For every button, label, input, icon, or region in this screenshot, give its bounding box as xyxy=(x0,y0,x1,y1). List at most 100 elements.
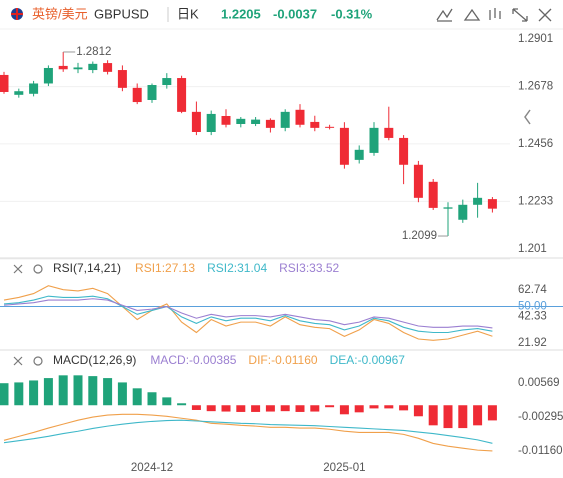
candle-body xyxy=(117,70,127,88)
symbol: GBPUSD xyxy=(94,6,149,21)
indicator-line xyxy=(3,413,493,452)
macd-bar xyxy=(251,405,261,412)
candle-body xyxy=(14,91,24,95)
macd-bar xyxy=(147,392,157,406)
indicator-line xyxy=(3,419,493,444)
macd-bar xyxy=(413,405,423,417)
indicator-line xyxy=(3,285,493,341)
macd-bar xyxy=(399,405,409,411)
candle-body xyxy=(354,149,364,160)
macd-bar xyxy=(458,405,468,429)
candle-body xyxy=(177,78,187,112)
macd-bar xyxy=(473,405,483,426)
candle-body xyxy=(428,181,438,208)
candle-body xyxy=(384,127,394,138)
candle-body xyxy=(221,115,231,125)
candle-body xyxy=(265,119,275,128)
y-tick-label: 1.201 xyxy=(518,243,547,255)
macd-bar xyxy=(43,378,53,406)
legend-entry: RSI1:27.13 xyxy=(135,261,195,275)
candle-body xyxy=(339,127,349,165)
legend-entry: RSI3:33.52 xyxy=(279,261,339,275)
panel-title: MACD(12,26,9) xyxy=(53,353,136,367)
candle-icon[interactable] xyxy=(489,8,501,20)
legend-entry: DEA:-0.00967 xyxy=(330,353,406,367)
candle-body xyxy=(399,137,409,165)
legend-entry: RSI2:31.04 xyxy=(207,261,267,275)
y-tick-label: 62.74 xyxy=(518,284,547,296)
candle-body xyxy=(443,207,453,209)
macd-bar xyxy=(443,405,453,429)
macd-bar xyxy=(295,405,305,412)
draw-icon[interactable] xyxy=(436,8,453,22)
macd-bar xyxy=(310,405,320,412)
rsi-settings-icon[interactable] xyxy=(33,264,43,274)
indicator-line xyxy=(3,295,493,334)
macd-bar xyxy=(354,405,364,413)
y-tick-label: 42.33 xyxy=(518,311,547,323)
macd-bar xyxy=(14,382,24,406)
candle-body xyxy=(132,87,142,103)
candle-body xyxy=(487,199,497,209)
candle-body xyxy=(310,121,320,128)
y-tick-label: -0.01160 xyxy=(518,445,563,457)
candle-body xyxy=(473,197,483,205)
panel-title: RSI(7,14,21) xyxy=(53,261,121,275)
macd-bar xyxy=(280,405,290,412)
candle-body xyxy=(162,78,172,86)
header: 英镑/美元 GBPUSD 日K 1.2205 -0.0037 -0.31% xyxy=(11,6,552,22)
candle-body xyxy=(458,204,468,220)
candle-body xyxy=(325,126,335,128)
y-tick-label: 1.2233 xyxy=(518,195,553,207)
x-tick-label: 2024-12 xyxy=(131,462,173,474)
indicator-line xyxy=(3,298,493,329)
candle-body xyxy=(147,85,157,100)
macd-bar xyxy=(177,403,187,406)
macd-bar xyxy=(191,405,201,410)
macd-bar xyxy=(117,382,127,406)
legend-entry: MACD:-0.00385 xyxy=(150,353,236,367)
y-tick-label: 50.00 xyxy=(518,301,547,313)
legend-entry: DIF:-0.01160 xyxy=(248,353,317,367)
candle-body xyxy=(103,63,113,72)
candle-body xyxy=(280,111,290,128)
macd-bar xyxy=(325,405,335,408)
high-label: 1.2812 xyxy=(76,46,111,58)
close-icon[interactable] xyxy=(538,8,552,22)
collapse-arrow[interactable] xyxy=(524,109,531,125)
candle-body xyxy=(295,109,305,125)
macd-bar xyxy=(206,405,216,412)
candle-body xyxy=(236,118,246,124)
rsi-close-icon[interactable] xyxy=(13,264,23,274)
y-tick-label: -0.00295 xyxy=(518,411,563,423)
macd-bar xyxy=(88,376,98,406)
macd-bar xyxy=(339,405,349,415)
pair-name: 英镑/美元 xyxy=(32,6,88,21)
macd-bar xyxy=(384,405,394,409)
candle-body xyxy=(206,113,216,132)
candle-body xyxy=(191,111,201,132)
macd-settings-icon[interactable] xyxy=(33,356,43,366)
macd-bar xyxy=(29,380,39,406)
y-tick-label: 21.92 xyxy=(518,337,547,349)
macd-bar xyxy=(162,397,172,406)
x-tick-label: 2025-01 xyxy=(323,462,365,474)
candle-body xyxy=(73,67,83,70)
macd-bar xyxy=(103,378,113,406)
y-tick-label: 0.00569 xyxy=(518,377,560,389)
candle-body xyxy=(43,67,53,84)
price: 1.2205 xyxy=(221,6,261,21)
macd-close-icon[interactable] xyxy=(13,356,23,366)
y-tick-label: 1.2901 xyxy=(518,33,553,45)
macd-bar xyxy=(0,383,9,406)
fullscreen-icon[interactable] xyxy=(512,8,528,22)
period[interactable]: 日K xyxy=(177,6,199,21)
change-percent: -0.31% xyxy=(331,6,373,21)
flag-cross xyxy=(11,8,23,20)
macd-bar xyxy=(265,405,275,412)
indicator-icon[interactable] xyxy=(463,8,481,21)
macd-bar xyxy=(428,405,438,426)
change: -0.0037 xyxy=(273,6,317,21)
candle-body xyxy=(58,65,68,70)
